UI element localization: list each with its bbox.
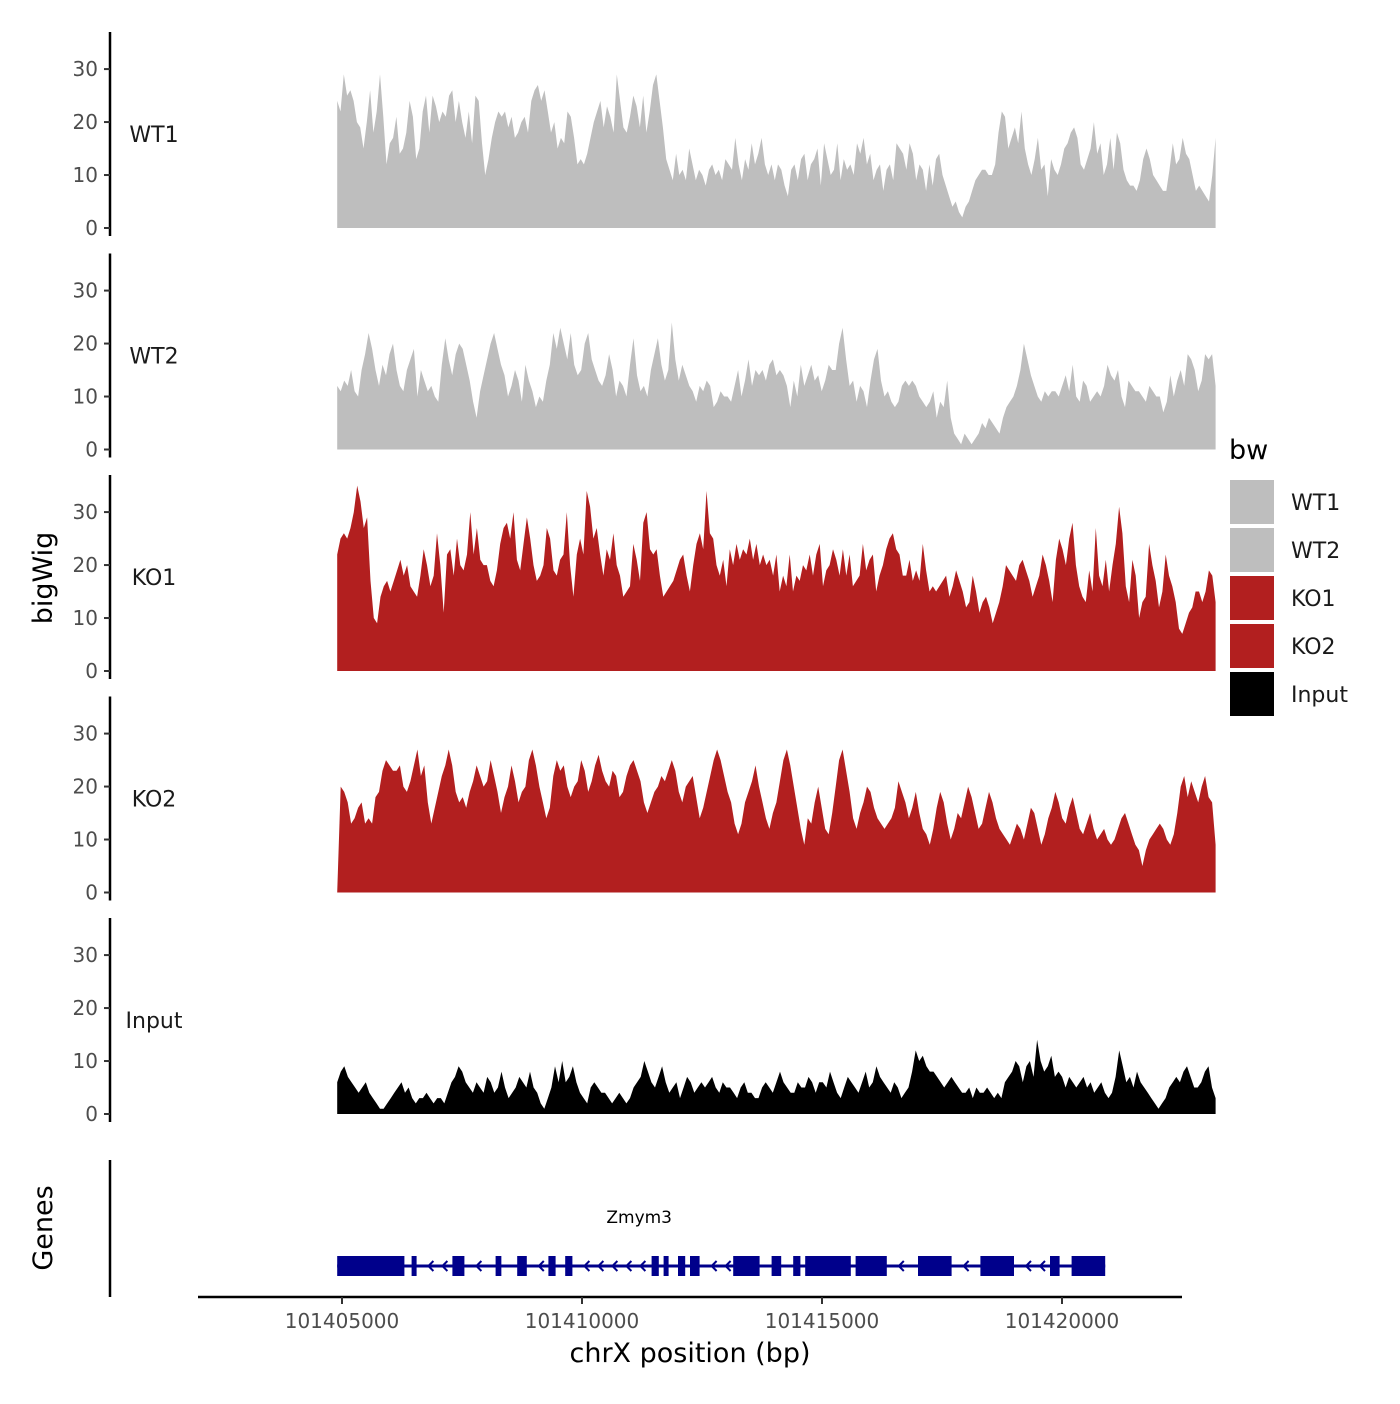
y-tick-label: 10 (73, 1049, 98, 1073)
y-tick-label: 30 (73, 279, 98, 303)
strand-arrow (1038, 1260, 1046, 1272)
gene-exon (517, 1256, 527, 1276)
gene-exon (452, 1256, 465, 1276)
coverage-area-ko1 (337, 485, 1216, 671)
legend-label-ko1: KO1 (1291, 587, 1336, 612)
y-tick-label: 30 (73, 57, 98, 81)
genes-axis-title: Genes (28, 1185, 59, 1270)
track-label-ko1: KO1 (132, 566, 177, 591)
y-tick-label: 10 (73, 828, 98, 852)
gene-exon (855, 1256, 887, 1276)
legend-swatch-wt2 (1230, 528, 1274, 572)
gene-exon (733, 1256, 760, 1276)
coverage-area-wt1 (337, 74, 1216, 229)
y-tick-label: 0 (85, 216, 98, 240)
track-label-wt2: WT2 (129, 345, 178, 370)
gene-exon (771, 1256, 782, 1276)
coverage-area-ko2 (337, 749, 1216, 893)
y-tick-label: 30 (73, 722, 98, 746)
y-tick-label: 0 (85, 438, 98, 462)
x-tick-label: 101410000 (525, 1309, 640, 1333)
y-tick-label: 30 (73, 943, 98, 967)
gene-exon (1050, 1256, 1060, 1276)
legend-swatch-wt1 (1230, 480, 1274, 524)
legend-label-wt1: WT1 (1291, 491, 1340, 516)
strand-arrow (596, 1260, 605, 1272)
track-label-wt1: WT1 (129, 123, 178, 148)
gene-exon (980, 1256, 1014, 1276)
gene-exon (690, 1256, 700, 1276)
legend-swatch-input (1230, 672, 1274, 716)
strand-arrow (1024, 1260, 1032, 1272)
strand-arrow (638, 1260, 647, 1272)
strand-arrow (537, 1260, 545, 1272)
gene-exon (805, 1256, 851, 1276)
legend-title: bw (1229, 435, 1268, 466)
y-tick-label: 20 (73, 996, 98, 1020)
gene-exon (495, 1256, 502, 1276)
x-axis-title: chrX position (bp) (569, 1338, 810, 1369)
y-axis-title: bigWig (28, 532, 59, 625)
strand-arrow (710, 1260, 718, 1272)
strand-arrow (962, 1260, 970, 1272)
y-tick-label: 10 (73, 385, 98, 409)
gene-exon (651, 1256, 659, 1276)
coverage-area-wt2 (337, 322, 1216, 450)
gene-exon (411, 1256, 417, 1276)
y-tick-label: 20 (73, 553, 98, 577)
strand-arrow (582, 1260, 591, 1272)
legend-label-ko2: KO2 (1291, 635, 1336, 660)
gene-exon (793, 1256, 801, 1276)
gene-exon (663, 1256, 669, 1276)
x-tick-label: 101420000 (1005, 1309, 1120, 1333)
y-tick-label: 10 (73, 606, 98, 630)
x-tick-label: 101405000 (285, 1309, 400, 1333)
gene-exon (565, 1256, 573, 1276)
track-label-input: Input (126, 1009, 183, 1034)
gene-exon (337, 1256, 405, 1276)
strand-arrow (897, 1260, 905, 1272)
y-tick-label: 0 (85, 659, 98, 683)
gene-exon (1071, 1256, 1106, 1276)
y-tick-label: 20 (73, 775, 98, 799)
legend-swatch-ko1 (1230, 576, 1274, 620)
strand-arrow (624, 1260, 633, 1272)
y-tick-label: 0 (85, 881, 98, 905)
legend-swatch-ko2 (1230, 624, 1274, 668)
y-tick-label: 10 (73, 163, 98, 187)
y-tick-label: 30 (73, 500, 98, 524)
y-tick-label: 20 (73, 110, 98, 134)
strand-arrow (426, 1260, 435, 1272)
legend-label-input: Input (1291, 683, 1348, 708)
legend-label-wt2: WT2 (1291, 539, 1340, 564)
gene-exon (918, 1256, 952, 1276)
strand-arrow (474, 1260, 483, 1272)
track-label-ko2: KO2 (132, 788, 177, 813)
strand-arrow (610, 1260, 619, 1272)
gene-exon (678, 1256, 686, 1276)
y-tick-label: 0 (85, 1102, 98, 1126)
y-tick-label: 20 (73, 332, 98, 356)
strand-arrow (724, 1260, 732, 1272)
x-tick-label: 101415000 (765, 1309, 880, 1333)
gene-name-label: Zmym3 (606, 1208, 672, 1228)
gene-exon (548, 1256, 556, 1276)
coverage-area-input (337, 1039, 1216, 1114)
strand-arrow (440, 1260, 449, 1272)
